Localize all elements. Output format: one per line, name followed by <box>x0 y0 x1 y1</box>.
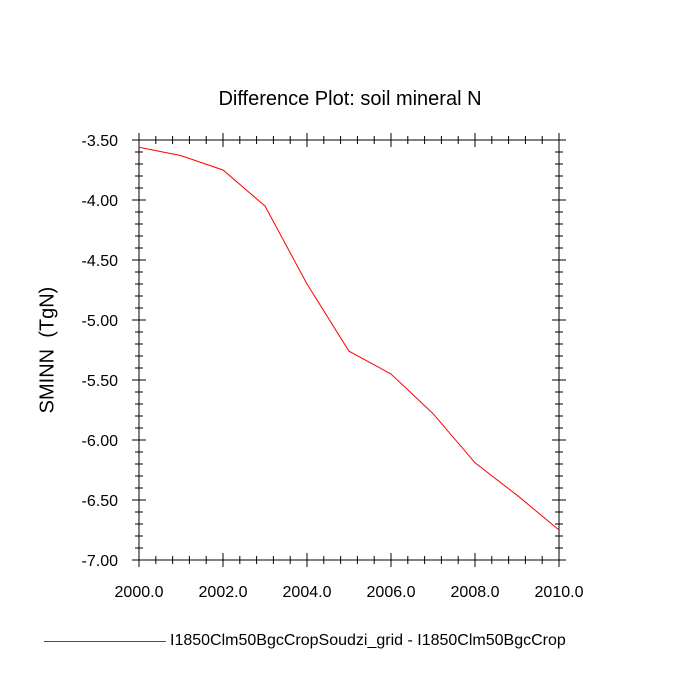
axis-tick-labels: 2000.0 2002.0 2004.0 2006.0 2008.0 2010.0 -3.5… <box>82 133 584 601</box>
y-tick-label: -4.00 <box>82 193 119 210</box>
plot-frame <box>138 139 560 561</box>
y-tick-label: -3.50 <box>82 133 119 150</box>
chart-title: Difference Plot: soil mineral N <box>218 88 482 110</box>
x-tick-label: 2008.0 <box>451 584 500 601</box>
y-tick-label: -5.00 <box>82 313 119 330</box>
x-tick-label: 2000.0 <box>115 584 164 601</box>
legend-line-swatch <box>44 640 166 642</box>
axis-ticks <box>132 133 566 567</box>
legend-label: I1850Clm50BgcCropSoudzi_grid - I1850Clm5… <box>170 632 566 649</box>
x-tick-label: 2004.0 <box>283 584 332 601</box>
x-tick-label: 2002.0 <box>199 584 248 601</box>
x-tick-label: 2010.0 <box>535 584 584 601</box>
y-tick-label: -5.50 <box>82 373 119 390</box>
y-tick-label: -6.50 <box>82 493 119 510</box>
x-tick-label: 2006.0 <box>367 584 416 601</box>
y-axis-label: SMINN (TgN) <box>36 286 59 414</box>
y-tick-label: -6.00 <box>82 433 119 450</box>
y-tick-label: -7.00 <box>82 553 119 570</box>
y-tick-label: -4.50 <box>82 253 119 270</box>
series-line <box>138 146 560 531</box>
legend: I1850Clm50BgcCropSoudzi_grid - I1850Clm5… <box>44 630 566 652</box>
